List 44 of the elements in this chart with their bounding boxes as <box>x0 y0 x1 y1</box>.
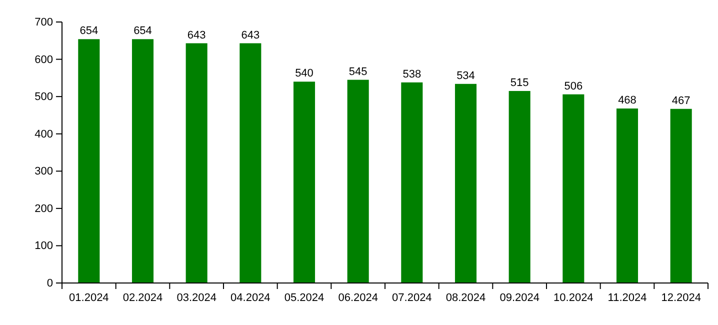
data-label: 515 <box>510 76 529 89</box>
data-label: 654 <box>134 25 152 38</box>
x-tick-label: 12.2024 <box>661 292 701 304</box>
y-tick-label: 400 <box>34 128 53 140</box>
data-label: 540 <box>295 68 314 80</box>
x-tick-label: 08.2024 <box>446 292 486 304</box>
bar <box>132 39 154 283</box>
x-tick-label: 02.2024 <box>122 292 163 304</box>
data-label: 467 <box>672 94 690 107</box>
x-tick-label: 11.2024 <box>608 292 647 304</box>
x-tick-label: 09.2024 <box>500 292 540 304</box>
data-label: 654 <box>80 25 98 38</box>
data-label: 506 <box>564 80 583 92</box>
x-tick-label: 03.2024 <box>176 292 216 304</box>
data-label: 643 <box>187 29 206 42</box>
x-tick-label: 07.2024 <box>392 292 432 304</box>
x-tick-label: 10.2024 <box>554 292 594 304</box>
data-label: 534 <box>456 70 475 82</box>
y-tick-label: 700 <box>34 16 53 29</box>
bar <box>670 108 692 283</box>
bar <box>293 82 316 283</box>
y-tick-label: 0 <box>46 278 53 290</box>
data-label: 468 <box>618 94 636 107</box>
bar <box>401 82 423 283</box>
x-tick-label: 06.2024 <box>338 292 378 304</box>
bar <box>562 94 584 283</box>
bar <box>616 108 638 283</box>
x-tick-label: 04.2024 <box>230 292 270 304</box>
bar <box>240 43 262 283</box>
y-tick-label: 200 <box>34 202 53 215</box>
data-label: 545 <box>348 66 368 78</box>
y-tick-label: 500 <box>34 91 53 104</box>
bar <box>78 39 100 283</box>
y-tick-label: 300 <box>34 166 53 178</box>
bar <box>347 80 369 283</box>
y-tick-label: 600 <box>34 54 53 66</box>
x-tick-label: 01.2024 <box>69 292 109 304</box>
x-tick-label: 05.2024 <box>284 292 324 304</box>
data-label: 643 <box>241 29 260 42</box>
bar <box>454 84 477 283</box>
y-tick-label: 100 <box>34 240 53 252</box>
bar <box>186 43 208 283</box>
bar <box>508 90 530 283</box>
data-label: 538 <box>402 68 422 80</box>
